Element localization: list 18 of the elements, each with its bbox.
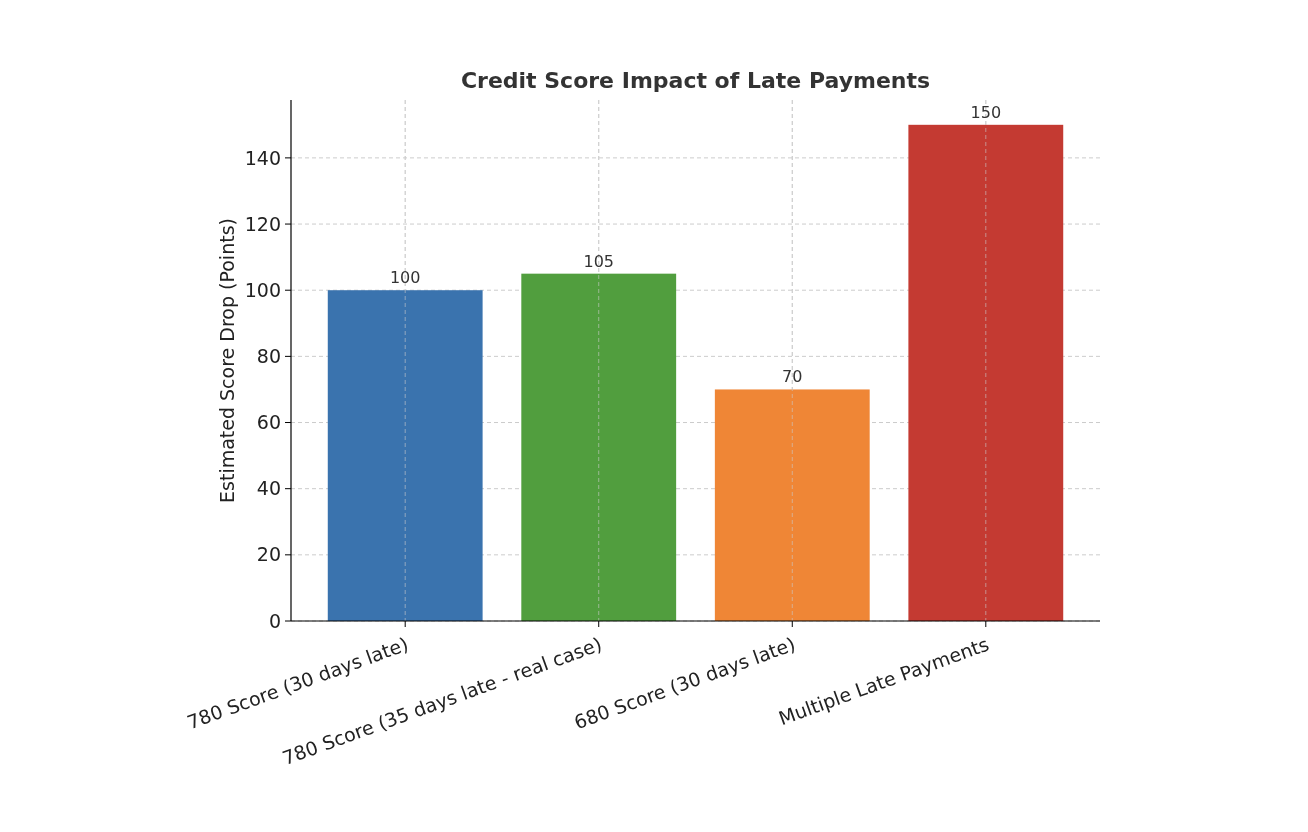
y-tick-label: 0 (268, 609, 281, 632)
y-tick-label: 60 (256, 411, 281, 434)
bar (714, 389, 870, 621)
y-tick-label: 140 (244, 146, 281, 169)
data-label: 70 (782, 367, 803, 387)
y-tick-label: 20 (256, 543, 281, 566)
bar (908, 124, 1064, 621)
bar (521, 273, 677, 621)
data-label: 100 (389, 268, 421, 288)
y-tick-label: 80 (256, 345, 281, 368)
y-tick-label: 100 (244, 278, 281, 301)
data-label: 105 (583, 251, 614, 271)
y-tick-label: 120 (244, 212, 281, 235)
bar (327, 290, 483, 621)
data-label: 150 (970, 102, 1002, 122)
y-axis-title: Estimated Score Drop (Points) (216, 218, 238, 503)
y-tick-label: 40 (256, 477, 281, 500)
chart-title: Credit Score Impact of Late Payments (460, 68, 931, 93)
